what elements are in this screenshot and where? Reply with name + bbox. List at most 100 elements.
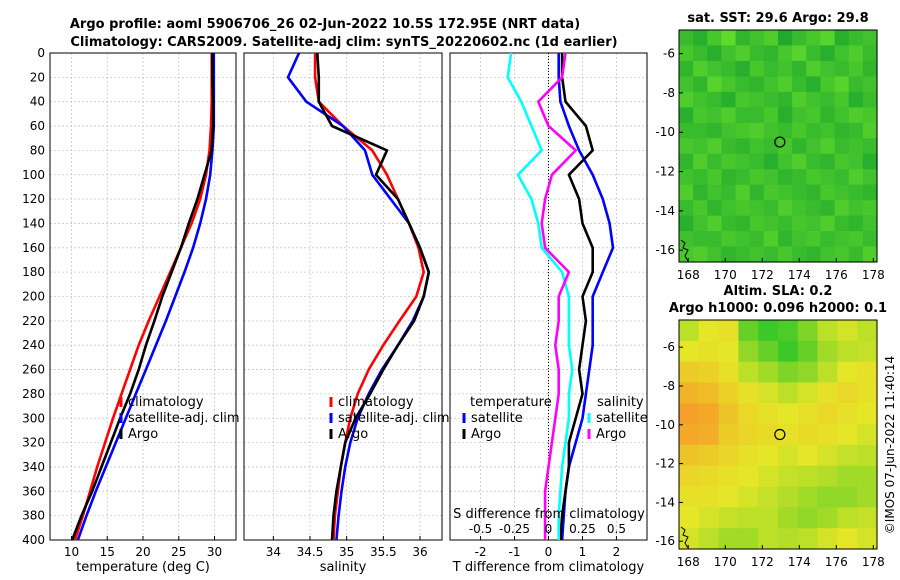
map-cell	[698, 340, 720, 363]
map-cell	[721, 200, 737, 217]
map-cell	[749, 246, 765, 263]
map-cell	[763, 45, 779, 62]
y-tick-label: 280	[22, 387, 45, 401]
x-tick-label: -1	[509, 545, 521, 559]
map-cell	[778, 122, 793, 139]
map-cell	[679, 76, 694, 93]
series-s-satellite	[506, 52, 574, 540]
map-cell	[817, 382, 838, 404]
map-cell	[758, 403, 779, 425]
map-cell	[735, 153, 751, 170]
legend-label: satellite-adj. clim	[128, 411, 240, 426]
x-tick-label: 168	[677, 555, 700, 569]
x-tick-label: 170	[714, 555, 737, 569]
map-cell	[837, 507, 858, 529]
legend-label: Argo	[338, 427, 368, 442]
map-cell	[749, 138, 765, 155]
map-cell	[698, 320, 720, 342]
map-cell	[806, 184, 822, 201]
map-cell	[718, 320, 739, 342]
x-tick-label: 2	[613, 545, 621, 559]
map-cell	[806, 246, 822, 263]
map-cell	[806, 91, 822, 108]
map-frame	[678, 319, 878, 550]
map-cell	[698, 528, 720, 550]
map-cell	[763, 200, 779, 217]
s-axis-label: S difference from climatology	[453, 507, 645, 522]
map-cell	[721, 60, 737, 77]
s-tick-label: 0.25	[569, 522, 596, 536]
map-cell	[848, 231, 864, 248]
map-cell	[718, 382, 739, 404]
y-tick-label: 100	[22, 168, 45, 182]
map-cell	[735, 107, 751, 124]
map-cell	[718, 444, 739, 467]
y-tick-label: 200	[22, 290, 45, 304]
map-cell	[834, 60, 850, 77]
x-axis-label: T difference from climatology	[452, 560, 645, 575]
legend-label: satellite	[471, 411, 523, 426]
x-axis-label: temperature (deg C)	[76, 560, 210, 575]
map-cell	[806, 138, 822, 155]
map-cell	[837, 444, 858, 467]
map-cell	[679, 340, 700, 363]
x-tick-label: 174	[788, 555, 811, 569]
map-cell	[797, 444, 819, 467]
map-cell	[817, 403, 838, 425]
map-cell	[820, 215, 836, 232]
map-cell	[792, 246, 807, 263]
map-cell	[792, 107, 807, 124]
map-cell	[679, 215, 694, 232]
map-cell	[817, 486, 838, 508]
map-cell	[698, 361, 720, 384]
y-tick-label: 340	[22, 460, 45, 474]
map-cell	[792, 231, 807, 248]
map-cell	[758, 507, 779, 529]
map-cell	[778, 382, 799, 404]
map-cell	[758, 424, 779, 446]
x-tick-label: 176	[825, 268, 848, 282]
map-cell	[749, 60, 765, 77]
map-cell	[834, 153, 850, 170]
map-cell	[837, 403, 858, 425]
map-cell	[820, 246, 836, 263]
map-cell	[735, 184, 751, 201]
map-cell	[792, 200, 807, 217]
x-tick-label: 20	[135, 545, 150, 559]
legend-label: Argo	[596, 427, 626, 442]
s-tick-label: 0	[545, 522, 553, 536]
map-cell	[820, 200, 836, 217]
map-cell	[718, 361, 739, 384]
map-cell	[707, 231, 723, 248]
y-tick-label: -10	[655, 418, 675, 432]
map-cell	[806, 45, 822, 62]
map-cell	[797, 340, 819, 363]
map-cell	[763, 107, 779, 124]
s-tick-label: -0.5	[469, 522, 492, 536]
map-cell	[848, 200, 864, 217]
map-cell	[862, 122, 878, 139]
map-cell	[797, 403, 819, 425]
map-cell	[758, 444, 779, 467]
map-cell	[857, 424, 878, 446]
map-cell	[718, 340, 739, 363]
map-cell	[862, 246, 878, 263]
map-cell	[797, 465, 819, 488]
map-cell	[857, 528, 878, 550]
y-tick-label: 360	[22, 484, 45, 498]
map-cell	[792, 215, 807, 232]
map-cell	[857, 444, 878, 467]
map-cell	[738, 507, 759, 529]
panel-salinity: 34 34.5 35 35.5 36 salinity climatologysatelli…	[243, 52, 450, 575]
map-cell	[707, 138, 723, 155]
map-cell	[817, 528, 838, 550]
map-cell	[679, 361, 700, 384]
y-tick-label: 20	[30, 70, 45, 84]
map-cell	[735, 30, 751, 47]
map-cell	[834, 231, 850, 248]
map-cell	[763, 169, 779, 186]
map-cell	[763, 215, 779, 232]
map-cell	[778, 60, 793, 77]
map-cell	[862, 76, 878, 93]
